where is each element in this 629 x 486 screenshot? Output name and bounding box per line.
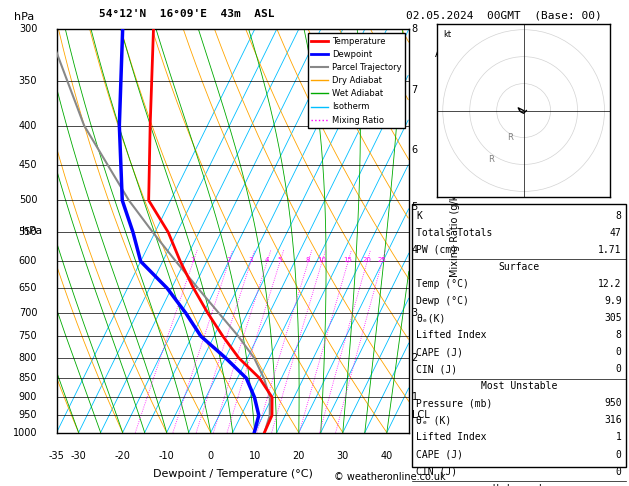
Text: 4: 4 <box>411 245 418 255</box>
Text: hPa: hPa <box>14 12 34 22</box>
Text: 9.9: 9.9 <box>604 296 621 306</box>
Text: CIN (J): CIN (J) <box>416 364 457 374</box>
Text: 1.71: 1.71 <box>598 245 621 255</box>
Text: CAPE (J): CAPE (J) <box>416 347 464 357</box>
Text: 500: 500 <box>19 195 37 205</box>
Text: -35: -35 <box>48 451 65 461</box>
Text: hPa: hPa <box>22 226 42 236</box>
Text: -20: -20 <box>114 451 131 461</box>
Text: LCL: LCL <box>411 410 430 420</box>
Text: 0: 0 <box>616 364 621 374</box>
Text: Totals Totals: Totals Totals <box>416 228 493 238</box>
Text: 0: 0 <box>616 450 621 459</box>
Text: Dewpoint / Temperature (°C): Dewpoint / Temperature (°C) <box>153 469 313 479</box>
Text: 15: 15 <box>343 257 352 262</box>
Text: 4: 4 <box>265 257 269 262</box>
Text: PW (cm): PW (cm) <box>416 245 457 255</box>
Text: K: K <box>416 210 422 221</box>
Text: 47: 47 <box>610 228 621 238</box>
Text: 10: 10 <box>318 257 326 262</box>
Text: Lifted Index: Lifted Index <box>416 330 487 340</box>
Text: 20: 20 <box>362 257 371 262</box>
Text: 650: 650 <box>19 283 37 293</box>
Text: R: R <box>488 155 494 164</box>
Text: 20: 20 <box>292 451 305 461</box>
Text: 12.2: 12.2 <box>598 279 621 289</box>
Text: 300: 300 <box>19 24 37 34</box>
Text: 1: 1 <box>411 392 418 402</box>
Text: 5: 5 <box>411 202 418 212</box>
Text: Most Unstable: Most Unstable <box>481 381 557 391</box>
Text: 600: 600 <box>19 257 37 266</box>
Text: Dewp (°C): Dewp (°C) <box>416 296 469 306</box>
Text: Temp (°C): Temp (°C) <box>416 279 469 289</box>
Text: 950: 950 <box>19 410 37 420</box>
Text: 8: 8 <box>306 257 310 262</box>
Text: 750: 750 <box>19 331 37 341</box>
Text: Mixing Ratio (g/kg): Mixing Ratio (g/kg) <box>450 185 460 277</box>
Text: 8: 8 <box>616 330 621 340</box>
Text: 800: 800 <box>19 353 37 363</box>
Text: 8: 8 <box>411 24 418 34</box>
Text: Pressure (mb): Pressure (mb) <box>416 399 493 408</box>
Text: 400: 400 <box>19 121 37 131</box>
Text: 550: 550 <box>19 227 37 237</box>
Text: 1000: 1000 <box>13 428 37 437</box>
Text: 2: 2 <box>411 353 418 363</box>
Text: 2: 2 <box>226 257 231 262</box>
Text: 0: 0 <box>616 467 621 477</box>
Text: Lifted Index: Lifted Index <box>416 433 487 442</box>
Text: 1: 1 <box>191 257 195 262</box>
Text: 0: 0 <box>208 451 214 461</box>
Text: CAPE (J): CAPE (J) <box>416 450 464 459</box>
Text: 0: 0 <box>616 347 621 357</box>
Text: 900: 900 <box>19 392 37 402</box>
Text: θₑ(K): θₑ(K) <box>416 313 446 323</box>
Text: 10: 10 <box>248 451 261 461</box>
Text: 950: 950 <box>604 399 621 408</box>
Text: 30: 30 <box>337 451 349 461</box>
Text: -10: -10 <box>159 451 175 461</box>
Text: 700: 700 <box>19 308 37 318</box>
Text: 6: 6 <box>411 145 418 155</box>
Text: 54°12'N  16°09'E  43m  ASL: 54°12'N 16°09'E 43m ASL <box>99 9 274 19</box>
Text: θₑ (K): θₑ (K) <box>416 416 452 425</box>
Text: R: R <box>507 133 513 142</box>
Text: km
ASL: km ASL <box>435 37 454 59</box>
Text: 450: 450 <box>19 160 37 170</box>
Text: 5: 5 <box>277 257 282 262</box>
Text: 02.05.2024  00GMT  (Base: 00): 02.05.2024 00GMT (Base: 00) <box>406 11 601 21</box>
Text: 40: 40 <box>381 451 393 461</box>
Text: 7: 7 <box>411 85 418 95</box>
Text: 3: 3 <box>248 257 253 262</box>
Text: 3: 3 <box>411 308 418 318</box>
Text: 8: 8 <box>616 210 621 221</box>
Text: CIN (J): CIN (J) <box>416 467 457 477</box>
Text: Hodograph: Hodograph <box>493 484 545 486</box>
Text: 316: 316 <box>604 416 621 425</box>
Text: Surface: Surface <box>498 262 540 272</box>
Text: -30: -30 <box>70 451 87 461</box>
Text: © weatheronline.co.uk: © weatheronline.co.uk <box>334 472 446 482</box>
Text: kt: kt <box>443 30 451 39</box>
Legend: Temperature, Dewpoint, Parcel Trajectory, Dry Adiabat, Wet Adiabat, Isotherm, Mi: Temperature, Dewpoint, Parcel Trajectory… <box>308 34 404 128</box>
Text: 25: 25 <box>377 257 386 262</box>
Text: 350: 350 <box>19 76 37 86</box>
Text: 1: 1 <box>616 433 621 442</box>
Text: 305: 305 <box>604 313 621 323</box>
Text: 850: 850 <box>19 373 37 383</box>
